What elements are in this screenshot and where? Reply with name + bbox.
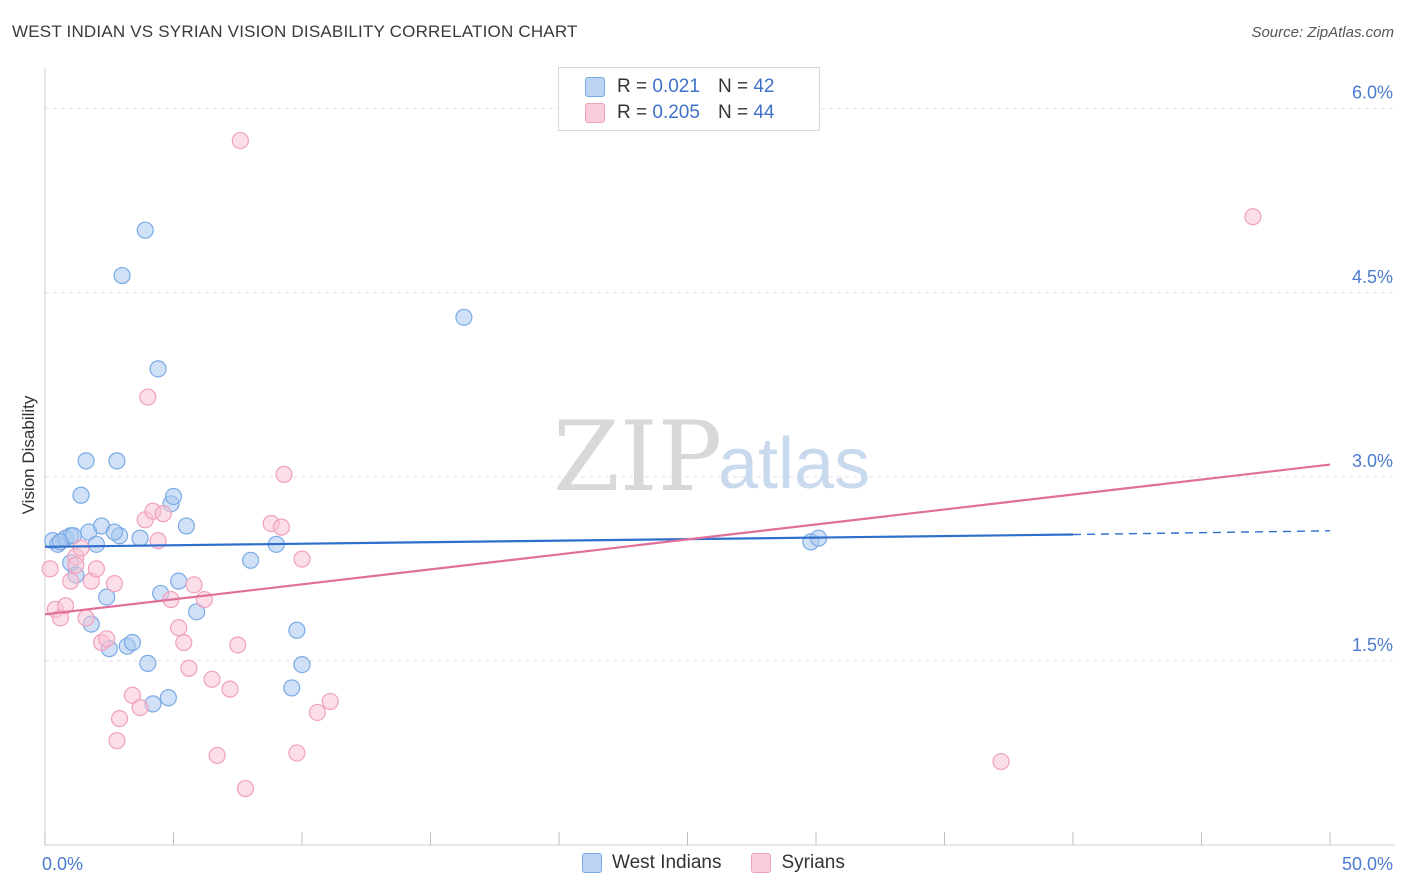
point-syrians[interactable] xyxy=(56,597,75,615)
point-syrians[interactable] xyxy=(203,670,221,688)
point-syrians[interactable] xyxy=(180,659,198,677)
point-syrians[interactable] xyxy=(229,636,247,654)
point-west-indians[interactable] xyxy=(72,486,90,504)
point-syrians[interactable] xyxy=(105,575,123,593)
point-syrians[interactable] xyxy=(41,560,59,578)
point-syrians[interactable] xyxy=(170,619,188,637)
point-syrians[interactable] xyxy=(110,709,129,728)
point-syrians[interactable] xyxy=(195,590,213,609)
swatch-syrians xyxy=(751,853,772,873)
trend-west-indians xyxy=(44,533,1074,548)
point-syrians[interactable] xyxy=(288,744,306,762)
series-name-west-indians: West Indians xyxy=(612,852,722,873)
y-tick-label: 1.5% xyxy=(1352,635,1393,655)
legend-row-west-indians: R = 0.021 N = 42 xyxy=(585,74,774,100)
point-west-indians[interactable] xyxy=(87,535,106,553)
point-syrians[interactable] xyxy=(275,465,293,483)
point-west-indians[interactable] xyxy=(98,588,116,606)
point-syrians[interactable] xyxy=(154,505,172,523)
point-west-indians[interactable] xyxy=(149,360,167,378)
series-legend-syrians[interactable]: Syrians xyxy=(751,852,845,874)
series-legend-west-indians[interactable]: West Indians xyxy=(582,852,721,874)
point-syrians[interactable] xyxy=(185,576,203,594)
point-west-indians[interactable] xyxy=(177,517,195,535)
swatch-west-indians xyxy=(582,853,602,873)
x-tick-labels: 0.0% 50.0% xyxy=(42,854,1393,874)
point-syrians[interactable] xyxy=(1244,208,1262,226)
point-syrians[interactable] xyxy=(221,680,239,698)
source-label: Source: ZipAtlas.com xyxy=(1251,24,1394,41)
point-west-indians[interactable] xyxy=(170,572,188,590)
legend-r-value: 0.205 xyxy=(652,102,700,123)
legend-n-label: N = xyxy=(717,102,749,123)
point-syrians[interactable] xyxy=(87,560,106,578)
point-syrians[interactable] xyxy=(293,550,311,568)
point-west-indians[interactable] xyxy=(164,487,183,506)
point-syrians[interactable] xyxy=(98,630,116,648)
chart-title: WEST INDIAN VS SYRIAN VISION DISABILITY … xyxy=(12,22,578,41)
series-name-syrians: Syrians xyxy=(781,852,845,873)
watermark-zip: ZIP xyxy=(553,401,722,513)
point-syrians[interactable] xyxy=(131,698,149,717)
point-west-indians[interactable] xyxy=(242,551,260,569)
point-west-indians[interactable] xyxy=(288,621,306,639)
point-syrians[interactable] xyxy=(272,518,291,536)
legend-n-value: 42 xyxy=(753,76,775,97)
point-syrians[interactable] xyxy=(231,131,249,150)
point-west-indians[interactable] xyxy=(159,689,177,707)
legend-row-syrians: R = 0.205 N = 44 xyxy=(585,100,774,126)
point-west-indians[interactable] xyxy=(188,603,206,621)
data-points xyxy=(41,131,1262,798)
y-tick-labels: 1.5% 3.0% 4.5% 6.0% xyxy=(1352,83,1393,655)
point-syrians[interactable] xyxy=(992,752,1010,771)
legend-swatch-syrians xyxy=(585,103,605,123)
y-tick-label: 4.5% xyxy=(1352,267,1393,287)
point-west-indians[interactable] xyxy=(113,266,131,285)
point-syrians[interactable] xyxy=(321,692,339,711)
legend-r-label: R = xyxy=(617,76,648,97)
point-west-indians[interactable] xyxy=(283,679,301,697)
point-west-indians[interactable] xyxy=(131,529,149,547)
legend-swatch-west-indians xyxy=(585,77,605,97)
correlation-legend: R = 0.021 N = 42 R = 0.205 N = 44 xyxy=(558,67,820,131)
point-west-indians[interactable] xyxy=(136,221,154,239)
point-west-indians[interactable] xyxy=(77,452,95,470)
watermark-atlas: atlas xyxy=(718,424,870,504)
legend-r-label: R = xyxy=(617,102,648,123)
point-syrians[interactable] xyxy=(308,703,327,722)
trend-lines xyxy=(44,463,1331,616)
y-tick-label: 3.0% xyxy=(1352,451,1393,471)
point-syrians[interactable] xyxy=(236,779,255,798)
point-west-indians[interactable] xyxy=(108,452,126,470)
point-west-indians[interactable] xyxy=(105,523,123,541)
point-west-indians[interactable] xyxy=(293,656,311,674)
y-axis-label: Vision Disability xyxy=(19,395,38,514)
trend-syrians xyxy=(44,463,1331,616)
point-syrians[interactable] xyxy=(67,556,85,574)
x-tick-label: 50.0% xyxy=(1342,854,1393,874)
axes xyxy=(44,68,1395,846)
point-syrians[interactable] xyxy=(77,609,95,627)
trend-west-indians-extension xyxy=(1072,530,1331,536)
point-west-indians[interactable] xyxy=(139,654,157,672)
point-syrians[interactable] xyxy=(175,633,193,652)
legend-r-value: 0.021 xyxy=(652,76,700,97)
point-west-indians[interactable] xyxy=(64,527,82,545)
x-tick-label: 0.0% xyxy=(42,854,83,874)
legend-n-label: N = xyxy=(717,76,749,97)
point-syrians[interactable] xyxy=(123,686,141,704)
point-syrians[interactable] xyxy=(208,746,226,765)
point-syrians[interactable] xyxy=(72,539,90,557)
point-syrians[interactable] xyxy=(62,572,80,590)
point-syrians[interactable] xyxy=(139,388,157,406)
point-west-indians[interactable] xyxy=(123,633,141,652)
watermark: ZIP atlas xyxy=(553,401,870,513)
y-tick-label: 6.0% xyxy=(1352,83,1393,103)
point-syrians[interactable] xyxy=(108,732,126,750)
legend-n-value: 44 xyxy=(753,102,775,123)
series-legend: West Indians Syrians xyxy=(582,852,875,874)
point-west-indians[interactable] xyxy=(455,308,473,326)
grid-lines xyxy=(45,108,1395,662)
